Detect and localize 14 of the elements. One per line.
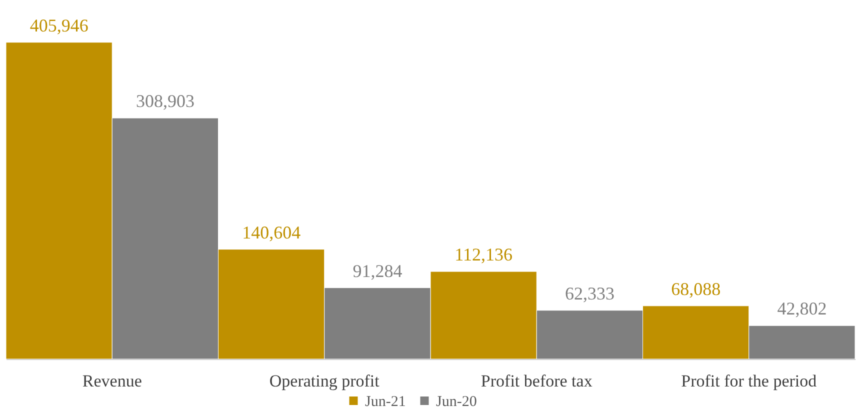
x-tick-label: Profit before tax (480, 372, 593, 390)
data-label: 68,088 (671, 278, 721, 299)
legend-label: Jun-20 (436, 394, 477, 410)
x-tick-label: Operating profit (269, 372, 380, 390)
data-label: 112,136 (454, 244, 512, 265)
data-label: 405,946 (30, 15, 88, 36)
data-label: 308,903 (136, 91, 194, 112)
x-tick-label: Revenue (82, 372, 142, 390)
data-label: 62,333 (564, 283, 614, 304)
data-label: 91,284 (352, 260, 402, 281)
data-label: 140,604 (242, 222, 301, 242)
x-tick-label: Profit for the period (681, 372, 818, 390)
legend-label: Jun-21 (365, 394, 406, 410)
data-label: 42,802 (777, 298, 827, 319)
